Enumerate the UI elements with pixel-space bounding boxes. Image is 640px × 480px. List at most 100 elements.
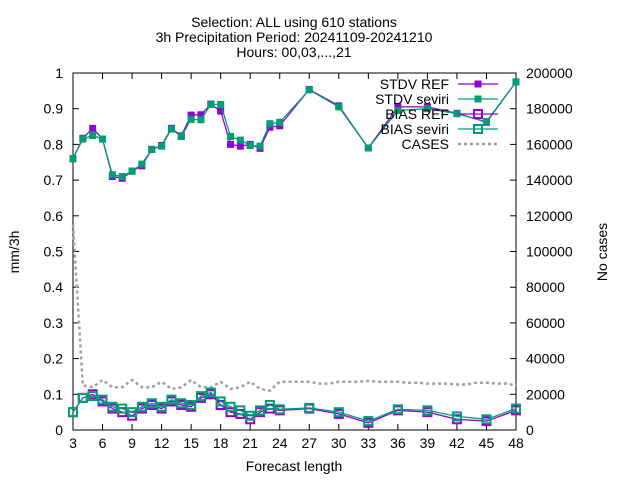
data-point <box>236 136 244 144</box>
data-point <box>156 401 167 412</box>
series-bias-seviri <box>68 387 521 427</box>
data-point <box>107 401 118 412</box>
data-point <box>482 118 490 126</box>
data-point <box>227 133 235 141</box>
x-tick-label: 12 <box>154 435 170 451</box>
data-point <box>481 414 492 425</box>
y-tick-label: 0.2 <box>44 351 64 367</box>
data-point <box>187 111 195 119</box>
data-point <box>511 403 521 414</box>
data-point <box>118 173 126 181</box>
data-point <box>128 167 136 175</box>
legend-item-bias-seviri: BIAS seviri <box>381 121 498 137</box>
x-tick-label: 30 <box>331 435 347 451</box>
series-stdv-seviri <box>69 78 520 181</box>
y-tick-label: 0.5 <box>44 244 64 260</box>
y2-tick-label: 60000 <box>526 315 565 331</box>
y2-tick-label: 20000 <box>526 386 565 402</box>
series-layer <box>68 78 521 428</box>
y2-axis-label: No cases <box>594 223 610 281</box>
data-point <box>451 411 462 422</box>
series-cases <box>71 224 517 393</box>
data-point <box>77 392 88 403</box>
x-tick-label: 6 <box>99 435 107 451</box>
y-tick-label: 0.3 <box>44 315 64 331</box>
data-point <box>363 416 374 427</box>
x-tick-label: 33 <box>361 435 377 451</box>
data-point <box>187 115 195 123</box>
data-point <box>276 122 284 130</box>
y2-tick-label: 0 <box>526 422 534 438</box>
legend-label: CASES <box>402 136 449 152</box>
x-tick-label: 18 <box>213 435 229 451</box>
plot-frame <box>72 72 517 431</box>
data-point <box>108 171 116 179</box>
y2-tick-label: 180000 <box>526 101 573 117</box>
x-tick-label: 45 <box>479 435 495 451</box>
data-point <box>146 398 157 409</box>
y-axis-ticks: 0 0.1 0.2 0.3 0.4 0.5 0.6 0.7 0.8 0.9 1 <box>44 65 79 438</box>
data-point <box>158 142 166 150</box>
data-point <box>245 410 256 421</box>
series-line-bias-seviri <box>72 391 517 422</box>
y2-axis-ticks: 0 20000 40000 60000 80000 100000 120000 140000 1… <box>510 65 573 438</box>
data-point <box>89 131 97 139</box>
data-point <box>225 401 236 412</box>
data-point <box>136 401 147 412</box>
data-point <box>423 105 431 113</box>
legend-marker <box>473 109 483 119</box>
legend-marker <box>473 124 483 134</box>
data-point <box>186 400 197 411</box>
data-point <box>235 405 246 416</box>
x-tick-label: 3 <box>69 435 77 451</box>
data-point <box>205 387 216 398</box>
x-tick-label: 15 <box>183 435 199 451</box>
legend-label: BIAS seviri <box>381 121 449 137</box>
data-point <box>68 407 78 418</box>
legend-item-cases: CASES <box>402 136 498 152</box>
data-point <box>167 125 175 133</box>
y-tick-label: 0.6 <box>44 208 64 224</box>
data-point <box>166 394 177 405</box>
data-point <box>227 140 235 148</box>
y2-tick-label: 200000 <box>526 65 573 81</box>
legend-item-bias-ref: BIAS REF <box>385 106 498 122</box>
y2-tick-label: 160000 <box>526 136 573 152</box>
data-point <box>335 103 343 111</box>
legend-label: BIAS REF <box>385 106 449 122</box>
legend-label: STDV REF <box>380 76 449 92</box>
data-point <box>394 106 402 114</box>
data-point <box>207 100 215 108</box>
x-tick-label: 39 <box>420 435 436 451</box>
series-stdv-ref <box>69 78 520 182</box>
x-axis-label: Forecast length <box>246 458 343 474</box>
data-point <box>512 78 520 86</box>
data-point <box>236 142 244 150</box>
data-point <box>195 391 206 402</box>
data-point <box>217 107 225 115</box>
y-axis-label: mm/3h <box>6 231 22 274</box>
y-tick-label: 0.8 <box>44 136 64 152</box>
data-point <box>97 394 108 405</box>
data-point <box>394 103 402 111</box>
x-tick-label: 48 <box>508 435 524 451</box>
data-point <box>264 400 275 411</box>
data-point <box>304 402 315 413</box>
data-point <box>69 155 77 163</box>
y2-tick-label: 100000 <box>526 244 573 260</box>
y2-tick-label: 80000 <box>526 279 565 295</box>
data-point <box>305 86 313 94</box>
x-tick-label: 9 <box>128 435 136 451</box>
data-point <box>99 135 107 143</box>
title-line-2: 3h Precipitation Period: 20241109-202412… <box>156 29 433 45</box>
chart-title: Selection: ALL using 610 stations 3h Pre… <box>156 14 433 60</box>
legend-label: STDV seviri <box>375 91 449 107</box>
legend-item-stdv-seviri: STDV seviri <box>375 91 498 107</box>
y2-tick-label: 40000 <box>526 351 565 367</box>
legend-item-stdv-ref: STDV REF <box>380 76 498 92</box>
data-point <box>217 100 225 108</box>
data-point <box>117 403 128 414</box>
data-point <box>422 405 433 416</box>
y2-tick-label: 140000 <box>526 172 573 188</box>
data-point <box>177 133 185 141</box>
